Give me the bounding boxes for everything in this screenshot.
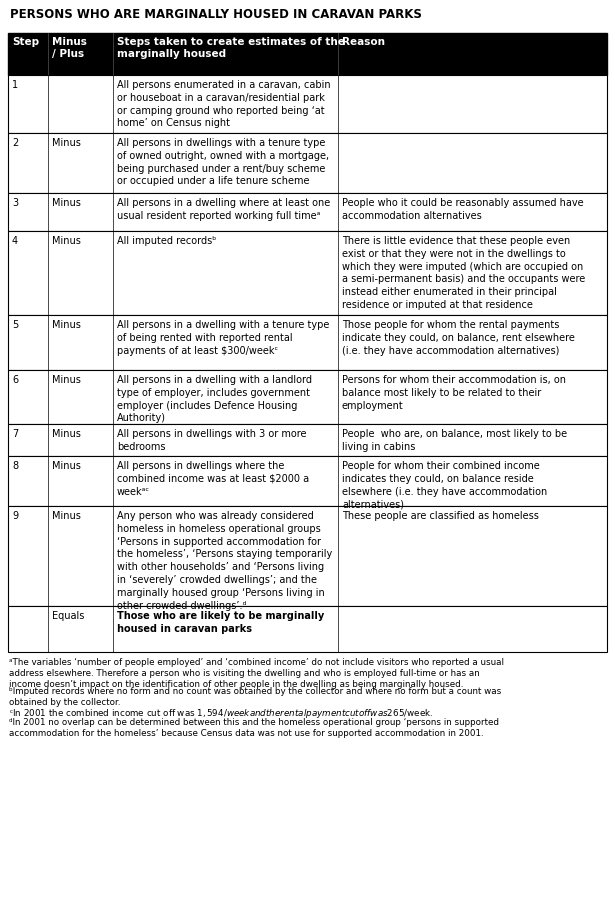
Text: 2: 2 (12, 138, 18, 148)
Bar (8, 133, 607, 193)
Text: ᵈIn 2001 no overlap can be determined between this and the homeless operational : ᵈIn 2001 no overlap can be determined be… (9, 718, 499, 738)
Text: People  who are, on balance, most likely to be
living in cabins: People who are, on balance, most likely … (342, 429, 567, 452)
Text: Minus
/ Plus: Minus / Plus (52, 37, 87, 59)
Text: ᶜIn 2001 the combined income cut off was $1,594/week and the rental payment cut : ᶜIn 2001 the combined income cut off was… (9, 707, 434, 719)
Text: All persons in dwellings where the
combined income was at least $2000 a
weekᵃᶜ: All persons in dwellings where the combi… (117, 461, 309, 497)
Text: Minus: Minus (52, 375, 81, 385)
Text: Minus: Minus (52, 429, 81, 439)
Text: ᵃThe variables ‘number of people employed’ and ‘combined income’ do not include : ᵃThe variables ‘number of people employe… (9, 658, 504, 689)
Text: ᵇImputed records where no form and no count was obtained by the collector and wh: ᵇImputed records where no form and no co… (9, 687, 501, 707)
Bar (8, 456, 607, 506)
Text: Those who are likely to be marginally
housed in caravan parks: Those who are likely to be marginally ho… (117, 611, 324, 634)
Text: People who it could be reasonably assumed have
accommodation alternatives: People who it could be reasonably assume… (342, 198, 584, 221)
Text: Minus: Minus (52, 236, 81, 246)
Text: 3: 3 (12, 198, 18, 208)
Text: There is little evidence that these people even
exist or that they were not in t: There is little evidence that these peop… (342, 236, 585, 310)
Text: 4: 4 (12, 236, 18, 246)
Text: All persons in dwellings with a tenure type
of owned outright, owned with a mort: All persons in dwellings with a tenure t… (117, 138, 329, 186)
Bar (8, 506, 607, 606)
Text: PERSONS WHO ARE MARGINALLY HOUSED IN CARAVAN PARKS: PERSONS WHO ARE MARGINALLY HOUSED IN CAR… (10, 8, 422, 21)
Text: All persons in dwellings with 3 or more
bedrooms: All persons in dwellings with 3 or more … (117, 429, 306, 452)
Text: Steps taken to create estimates of the
marginally housed: Steps taken to create estimates of the m… (117, 37, 345, 59)
Text: Minus: Minus (52, 320, 81, 330)
Text: All persons in a dwelling with a tenure type
of being rented with reported renta: All persons in a dwelling with a tenure … (117, 320, 330, 355)
Text: All persons in a dwelling where at least one
usual resident reported working ful: All persons in a dwelling where at least… (117, 198, 330, 221)
Text: 9: 9 (12, 511, 18, 521)
Text: All imputed recordsᵇ: All imputed recordsᵇ (117, 236, 216, 246)
Text: Step: Step (12, 37, 39, 47)
Text: People for whom their combined income
indicates they could, on balance reside
el: People for whom their combined income in… (342, 461, 547, 509)
Text: Those people for whom the rental payments
indicate they could, on balance, rent : Those people for whom the rental payment… (342, 320, 575, 355)
Text: Equals: Equals (52, 611, 84, 621)
Bar (8, 370, 607, 424)
Text: Reason: Reason (342, 37, 385, 47)
Text: 6: 6 (12, 375, 18, 385)
Bar (8, 193, 607, 231)
Text: 1: 1 (12, 80, 18, 90)
Bar (8, 606, 607, 652)
Bar (8, 315, 607, 370)
Text: Minus: Minus (52, 511, 81, 521)
Bar (8, 231, 607, 315)
Text: 5: 5 (12, 320, 18, 330)
Text: 7: 7 (12, 429, 18, 439)
Bar (8, 424, 607, 456)
Text: Minus: Minus (52, 198, 81, 208)
Text: Minus: Minus (52, 138, 81, 148)
Bar (8, 75, 607, 133)
Bar (8, 33, 607, 75)
Text: Any person who was already considered
homeless in homeless operational groups
‘P: Any person who was already considered ho… (117, 511, 332, 611)
Text: Minus: Minus (52, 461, 81, 471)
Text: All persons enumerated in a caravan, cabin
or houseboat in a caravan/residential: All persons enumerated in a caravan, cab… (117, 80, 331, 129)
Text: 8: 8 (12, 461, 18, 471)
Text: All persons in a dwelling with a landlord
type of employer, includes government
: All persons in a dwelling with a landlor… (117, 375, 312, 424)
Text: These people are classified as homeless: These people are classified as homeless (342, 511, 539, 521)
Text: Persons for whom their accommodation is, on
balance most likely to be related to: Persons for whom their accommodation is,… (342, 375, 566, 411)
